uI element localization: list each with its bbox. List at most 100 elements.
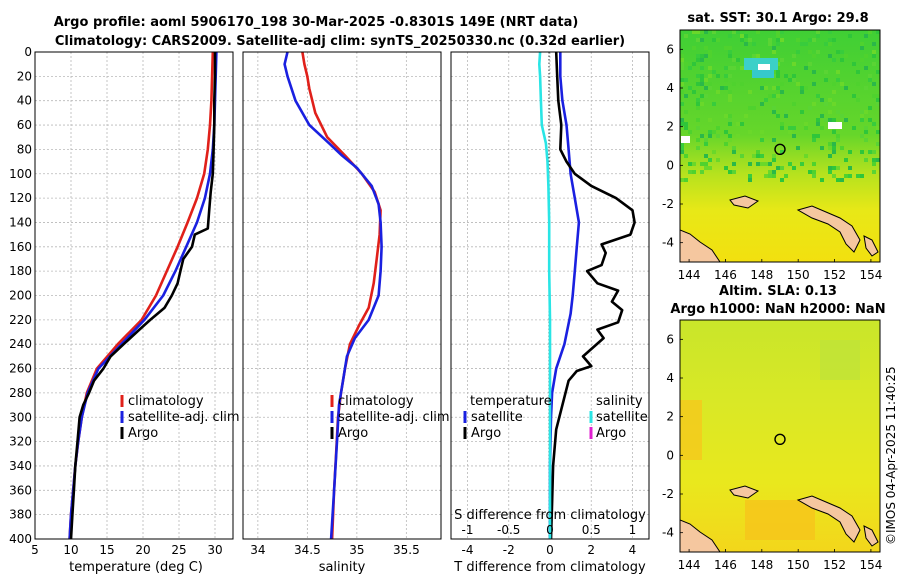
map-y-tick-label: 0 xyxy=(666,158,674,172)
sst-pixel xyxy=(848,34,852,38)
sst-pixel xyxy=(684,94,688,98)
sst-pixel xyxy=(868,118,872,122)
sst-pixel xyxy=(728,74,732,78)
sla-map-frame xyxy=(679,319,881,553)
sst-pixel xyxy=(708,74,712,78)
sst-pixel xyxy=(752,106,756,110)
sst-pixel xyxy=(732,82,736,86)
sst-pixel xyxy=(740,66,744,70)
sst-pixel xyxy=(708,54,712,58)
map-x-tick-label: 144 xyxy=(678,268,701,282)
sst-pixel xyxy=(860,114,864,118)
sst-pixel xyxy=(848,150,852,154)
sst-pixel xyxy=(804,154,808,158)
legend-label-climatology: climatology xyxy=(338,394,414,409)
sst-pixel xyxy=(784,174,788,178)
sst-pixel xyxy=(836,50,840,54)
sst-pixel xyxy=(708,166,712,170)
sst-pixel xyxy=(860,58,864,62)
sst-pixel xyxy=(812,174,816,178)
sst-pixel xyxy=(872,170,876,174)
sst-pixel xyxy=(812,54,816,58)
legend-label-satellite-adj: satellite-adj. clim xyxy=(128,410,240,425)
sst-pixel xyxy=(712,30,716,34)
sst-pixel xyxy=(760,86,764,90)
sst-pixel xyxy=(820,146,824,150)
x-tick-label: 10 xyxy=(63,543,78,557)
sst-pixel xyxy=(772,174,776,178)
sst-pixel xyxy=(840,50,844,54)
sst-pixel xyxy=(800,110,804,114)
sst-pixel xyxy=(832,90,836,94)
sst-pixel xyxy=(700,94,704,98)
main-title-line1: Argo profile: aoml 5906170_198 30-Mar-20… xyxy=(54,15,579,30)
sst-pixel xyxy=(724,142,728,146)
sst-pixel xyxy=(808,50,812,54)
sst-pixel xyxy=(732,66,736,70)
sst-pixel xyxy=(728,90,732,94)
sst-pixel xyxy=(700,170,704,174)
sst-pixel xyxy=(724,74,728,78)
sst-pixel xyxy=(764,174,768,178)
sst-pixel xyxy=(696,38,700,42)
sst-pixel xyxy=(876,94,880,98)
sst-pixel xyxy=(684,34,688,38)
sst-pixel xyxy=(796,50,800,54)
sst-pixel xyxy=(680,58,684,62)
map-x-tick-label: 152 xyxy=(823,558,846,572)
sst-pixel xyxy=(872,82,876,86)
sst-pixel xyxy=(864,158,868,162)
sst-pixel xyxy=(760,138,764,142)
legend-label-argo: Argo xyxy=(338,426,368,441)
sst-pixel xyxy=(788,78,792,82)
sst-pixel xyxy=(872,94,876,98)
sst-pixel xyxy=(792,166,796,170)
sst-pixel xyxy=(684,62,688,66)
sst-map-title: sat. SST: 30.1 Argo: 29.8 xyxy=(687,11,868,26)
sst-pixel xyxy=(712,38,716,42)
x-tick-label: 35 xyxy=(349,543,364,557)
sst-pixel xyxy=(680,146,684,150)
sst-pixel xyxy=(776,34,780,38)
sst-pixel xyxy=(784,114,788,118)
sst-pixel xyxy=(680,142,684,146)
sst-pixel xyxy=(716,74,720,78)
temperature-xlabel: temperature (deg C) xyxy=(69,560,203,575)
sst-pixel xyxy=(832,142,836,146)
sst-pixel xyxy=(808,62,812,66)
sst-pixel xyxy=(748,162,752,166)
sla-high-patch xyxy=(680,400,702,460)
sst-pixel xyxy=(792,78,796,82)
sst-pixel xyxy=(772,170,776,174)
y-tick-label: 320 xyxy=(9,435,32,449)
sst-pixel xyxy=(696,74,700,78)
sst-pixel xyxy=(696,82,700,86)
sst-pixel xyxy=(828,146,832,150)
sst-pixel xyxy=(708,118,712,122)
sst-pixel xyxy=(812,162,816,166)
sst-pixel xyxy=(824,102,828,106)
sst-pixel xyxy=(680,150,684,154)
sst-pixel xyxy=(716,38,720,42)
temperature-axes-frame xyxy=(34,51,234,540)
sst-pixel xyxy=(876,70,880,74)
sst-pixel xyxy=(852,126,856,130)
sst-pixel xyxy=(804,122,808,126)
sst-pixel xyxy=(704,142,708,146)
sst-pixel xyxy=(688,86,692,90)
sst-pixel xyxy=(840,146,844,150)
sst-pixel xyxy=(772,86,776,90)
map-x-tick-label: 150 xyxy=(787,558,810,572)
sst-pixel xyxy=(876,102,880,106)
series-t-satellite xyxy=(548,52,581,539)
sst-pixel xyxy=(824,118,828,122)
sst-pixel xyxy=(844,54,848,58)
sst-pixel xyxy=(680,54,684,58)
legend-label-argo: Argo xyxy=(128,426,158,441)
sst-pixel xyxy=(876,98,880,102)
map-y-tick-label: -2 xyxy=(662,197,674,211)
sst-pixel xyxy=(700,74,704,78)
sst-pixel xyxy=(704,78,708,82)
sst-pixel xyxy=(832,38,836,42)
sst-pixel xyxy=(740,122,744,126)
